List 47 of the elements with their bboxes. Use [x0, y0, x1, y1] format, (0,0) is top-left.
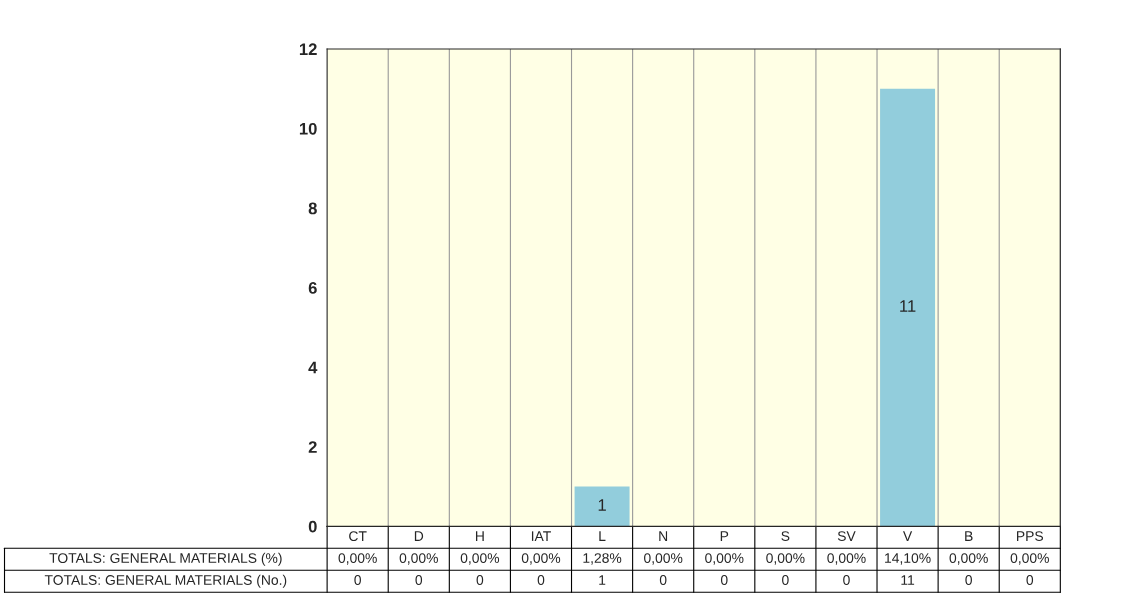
x-tick-label: H — [475, 531, 484, 541]
text: 0 — [720, 575, 728, 585]
text: TOTALS: GENERAL MATERIALS (%) — [49, 552, 282, 566]
text: 0,00% — [705, 553, 744, 565]
x-tick-label: N — [659, 531, 668, 541]
y-tick-label: 2 — [308, 441, 317, 453]
y-tick-label: 0 — [308, 520, 317, 533]
text: 0,00% — [1010, 553, 1049, 565]
text: 1,28% — [583, 553, 622, 565]
x-tick-label: CT — [349, 531, 367, 542]
x-tick-label: B — [965, 531, 973, 541]
y-tick-label: 4 — [308, 361, 318, 374]
x-tick-label: PPS — [1017, 531, 1044, 542]
y-tick-label: 10 — [299, 122, 317, 135]
text: 0,00% — [949, 553, 988, 565]
text: 0 — [415, 575, 423, 585]
text: 0 — [782, 575, 789, 585]
text: 14,10% — [885, 553, 931, 565]
text: 0,00% — [766, 553, 805, 565]
x-tick-label: S — [781, 531, 790, 542]
y-tick-label: 12 — [299, 43, 317, 55]
y-tick-label: 8 — [308, 202, 317, 215]
text: 1 — [599, 575, 606, 585]
text: 0 — [354, 575, 361, 585]
text: 0,00% — [827, 553, 866, 565]
text: 0 — [476, 575, 484, 585]
text: 0,00% — [338, 553, 377, 565]
y-tick-label: 6 — [308, 282, 317, 294]
x-tick-label: SV — [837, 531, 856, 542]
text: 0 — [659, 575, 667, 585]
text: 0,00% — [460, 553, 500, 565]
x-tick-label: IAT — [531, 531, 551, 541]
text: 11 — [901, 575, 915, 585]
data-label: 11 — [900, 300, 916, 312]
data-label: 1 — [598, 499, 606, 511]
text: 0 — [965, 575, 972, 585]
x-tick-label: D — [414, 531, 424, 541]
x-tick-label: V — [903, 531, 913, 541]
text: 0 — [1026, 575, 1034, 585]
text: 0 — [843, 575, 850, 585]
x-tick-label: P — [720, 531, 729, 541]
text: TOTALS: GENERAL MATERIALS (No.) — [44, 574, 287, 588]
text: 0,00% — [521, 553, 561, 565]
text: 0,00% — [399, 553, 438, 565]
text: 0 — [537, 575, 545, 585]
text: 0,00% — [644, 553, 683, 565]
x-tick-label: L — [599, 531, 606, 541]
